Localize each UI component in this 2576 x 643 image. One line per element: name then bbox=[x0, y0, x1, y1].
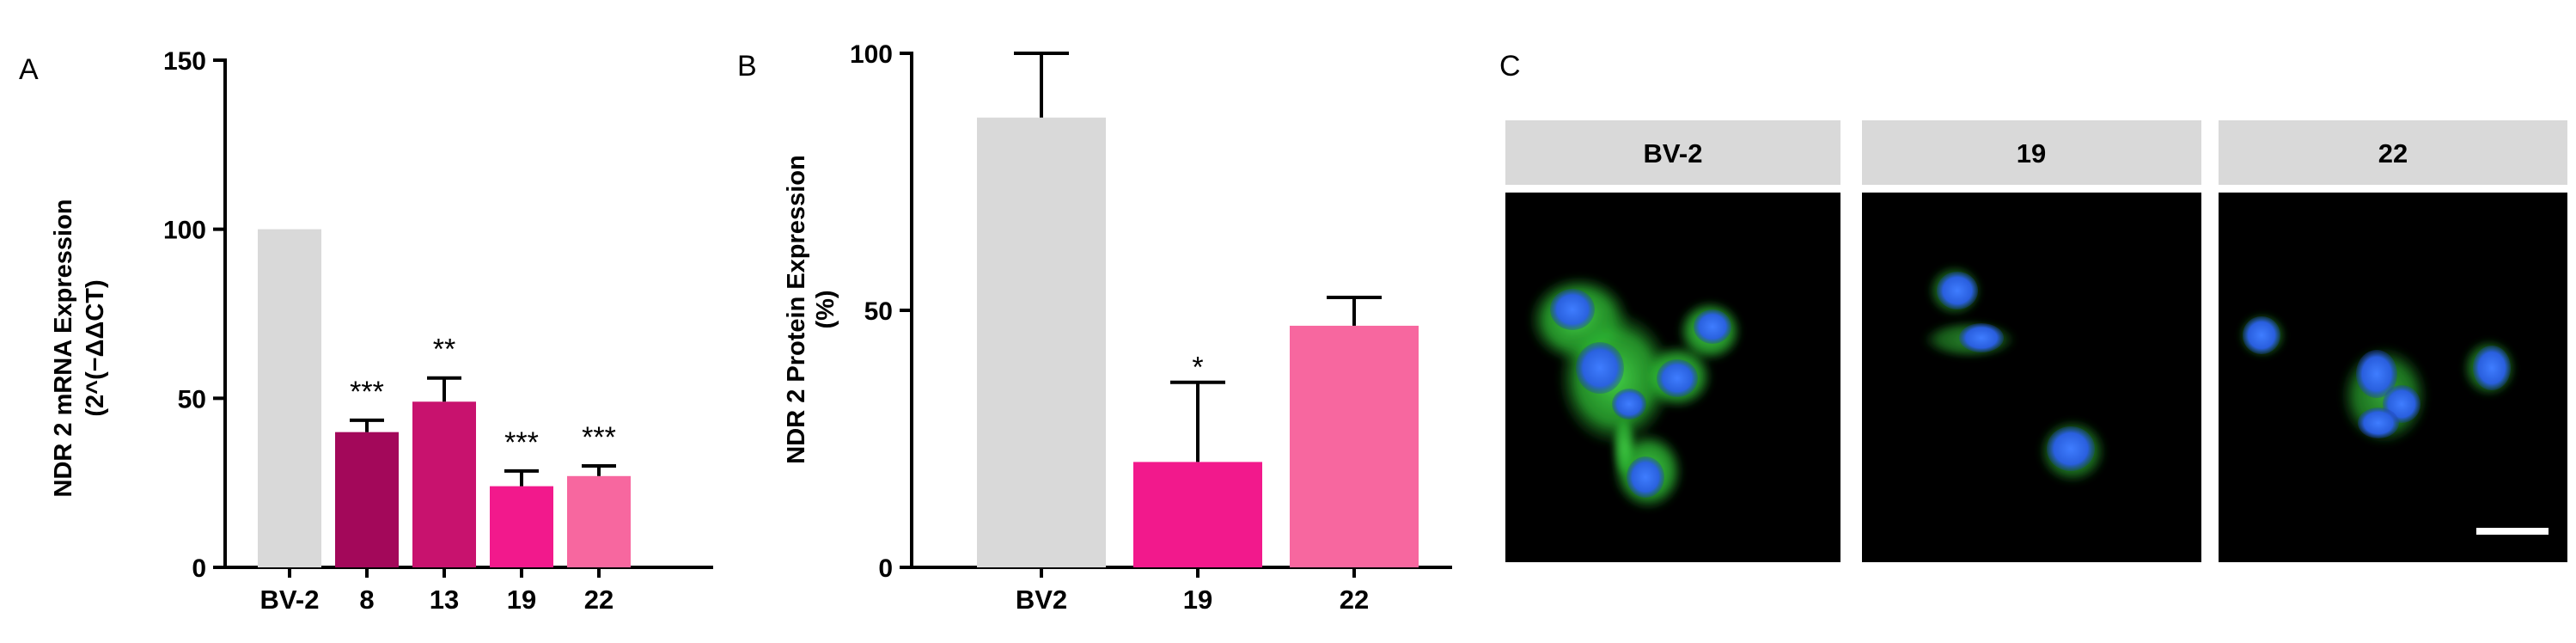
chart-b-ylabel-line1: NDR 2 Protein Expression bbox=[783, 155, 810, 463]
chart-b-protein: NDR 2 Protein Expression (%) 0 50 100 BV2 19… bbox=[783, 40, 1452, 615]
panel-label-a: A bbox=[19, 53, 39, 86]
significance-marker: ** bbox=[433, 334, 455, 366]
nuclei-19 bbox=[1937, 272, 2095, 471]
bar bbox=[1290, 325, 1419, 567]
significance-marker: *** bbox=[350, 376, 384, 408]
header-bv2-box bbox=[1505, 120, 1840, 185]
x-tick-label: 22 bbox=[1340, 585, 1369, 615]
nuclei-bv2 bbox=[1550, 289, 1731, 498]
x-tick-label: BV2 bbox=[1016, 585, 1067, 615]
micrograph-panel: BV-2 19 22 bbox=[1505, 120, 2567, 562]
significance-marker: *** bbox=[504, 426, 539, 459]
x-tick-label: 8 bbox=[359, 585, 374, 615]
x-tick-label: 19 bbox=[1183, 585, 1212, 615]
header-19-label: 19 bbox=[2017, 138, 2046, 168]
bar bbox=[1133, 462, 1262, 567]
x-tick-label: 19 bbox=[507, 585, 536, 615]
y-tick-label: 0 bbox=[878, 554, 893, 583]
panel-label-b: B bbox=[737, 50, 757, 83]
panel-label-c: C bbox=[1499, 50, 1521, 83]
header-19-box bbox=[1862, 120, 2201, 185]
header-bv2-label: BV-2 bbox=[1644, 138, 1703, 168]
header-22-label: 22 bbox=[2378, 138, 2408, 168]
y-tick-label: 100 bbox=[850, 40, 893, 69]
y-tick-label: 50 bbox=[864, 297, 893, 326]
y-tick-label: 50 bbox=[178, 385, 206, 413]
chart-a-ylabel-line1: NDR 2 mRNA Expression bbox=[50, 199, 77, 497]
significance-marker: *** bbox=[582, 421, 616, 454]
bar bbox=[490, 486, 553, 567]
micrograph-bv2 bbox=[1505, 193, 1840, 562]
chart-b-ylabel-line2: (%) bbox=[812, 290, 839, 328]
micrograph-22 bbox=[2219, 193, 2567, 562]
nuclei-22 bbox=[2243, 316, 2511, 438]
y-tick-label: 0 bbox=[192, 554, 206, 583]
bar bbox=[977, 117, 1106, 567]
x-tick-label: 13 bbox=[430, 585, 459, 615]
x-tick-label: 22 bbox=[584, 585, 613, 615]
significance-marker: * bbox=[1192, 352, 1203, 384]
bar bbox=[412, 401, 476, 567]
y-tick-label: 150 bbox=[163, 47, 206, 76]
micrograph-19 bbox=[1862, 193, 2201, 562]
bar bbox=[567, 475, 631, 567]
x-tick-label: BV-2 bbox=[260, 585, 320, 615]
bar bbox=[335, 432, 399, 567]
scale-bar bbox=[2476, 528, 2549, 535]
chart-a-ylabel-line2: (2^(−ΔΔCT) bbox=[82, 279, 109, 416]
y-tick-label: 100 bbox=[163, 217, 206, 245]
header-22-box bbox=[2219, 120, 2567, 185]
chart-a-mrna: NDR 2 mRNA Expression (2^(−ΔΔCT) 0 50 100 1… bbox=[50, 47, 713, 615]
bar bbox=[258, 229, 321, 567]
